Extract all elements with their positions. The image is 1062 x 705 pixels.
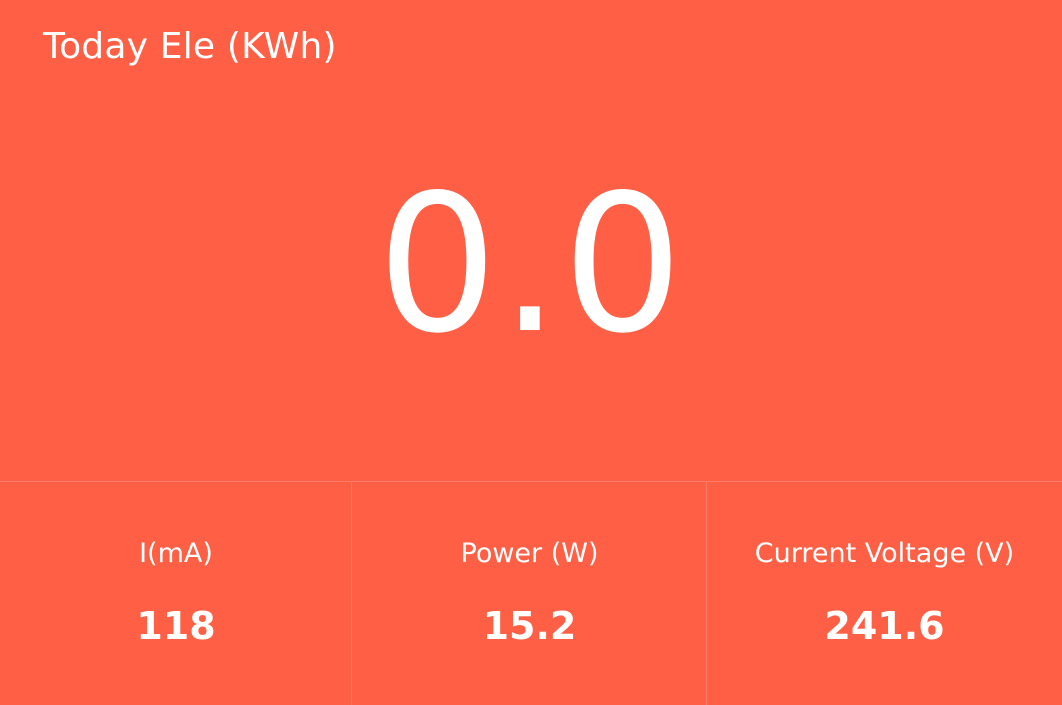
stat-voltage-value: 241.6 — [824, 604, 945, 648]
stat-divider — [706, 482, 707, 705]
stat-power-value: 15.2 — [482, 604, 577, 648]
section-divider — [0, 481, 1062, 482]
stat-voltage: Current Voltage (V) 241.6 — [707, 482, 1062, 705]
page-title: Today Ele (KWh) — [43, 26, 337, 67]
stats-row: I(mA) 118 Power (W) 15.2 Current Voltage… — [0, 482, 1062, 705]
stat-voltage-label: Current Voltage (V) — [754, 538, 1015, 569]
today-electricity-value: 0.0 — [376, 154, 686, 375]
today-electricity-section: Today Ele (KWh) 0.0 — [43, 26, 686, 375]
stat-current: I(mA) 118 — [0, 482, 352, 705]
stat-power: Power (W) 15.2 — [352, 482, 707, 705]
stat-power-label: Power (W) — [460, 538, 599, 569]
stat-divider — [351, 482, 352, 705]
stat-current-value: 118 — [136, 604, 216, 648]
stat-current-label: I(mA) — [139, 538, 213, 569]
